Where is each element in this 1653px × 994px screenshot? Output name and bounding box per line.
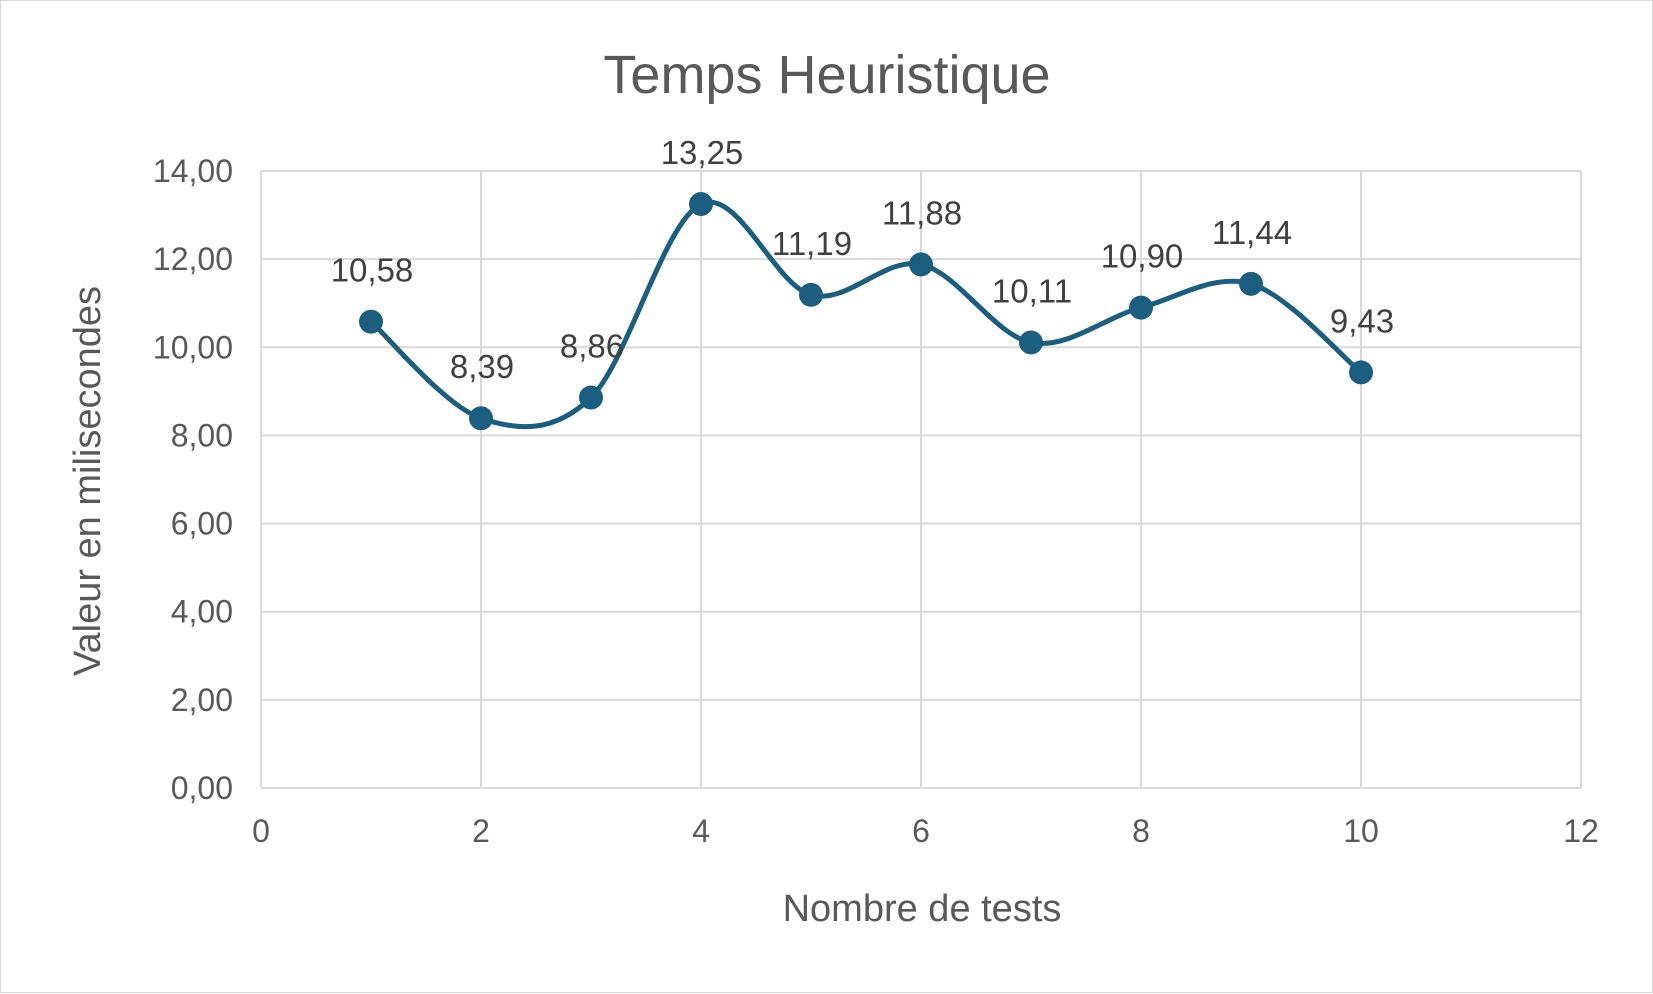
data-point <box>689 192 713 217</box>
y-tick-label: 4,00 <box>171 594 233 630</box>
data-point <box>1129 295 1153 320</box>
data-point <box>1239 271 1263 296</box>
data-label: 10,11 <box>992 272 1072 309</box>
y-tick-label: 2,00 <box>171 682 233 718</box>
x-tick-label: 4 <box>692 813 710 849</box>
series-line <box>368 199 1364 430</box>
x-tick-label: 2 <box>472 813 490 849</box>
y-tick-label: 14,00 <box>153 153 233 189</box>
data-points <box>359 192 1373 431</box>
data-point <box>579 385 603 410</box>
data-point <box>469 406 493 431</box>
x-tick-label: 6 <box>912 813 930 849</box>
data-point <box>1019 330 1043 355</box>
x-tick-label: 12 <box>1563 813 1599 849</box>
x-axis-title: Nombre de tests <box>783 888 1062 930</box>
data-label: 10,58 <box>331 252 414 289</box>
data-label: 9,43 <box>1330 302 1394 339</box>
data-labels: 10,58 8,39 8,86 13,25 11,19 11,88 10,11 10,90 11… <box>331 134 1394 385</box>
x-axis-tick-labels: 0 2 4 6 8 10 12 <box>252 813 1599 849</box>
y-tick-label: 8,00 <box>171 417 233 453</box>
y-tick-label: 6,00 <box>171 506 233 542</box>
data-label: 8,39 <box>450 348 514 385</box>
data-label: 11,44 <box>1212 214 1292 251</box>
y-tick-label: 0,00 <box>171 770 233 806</box>
y-tick-label: 10,00 <box>153 329 233 365</box>
y-axis-tick-labels: 0,00 2,00 4,00 6,00 8,00 10,00 12,00 14,00 <box>153 153 233 806</box>
x-tick-label: 0 <box>252 813 270 849</box>
y-axis-title: Valeur en milisecondes <box>67 286 109 676</box>
x-tick-label: 8 <box>1132 813 1150 849</box>
data-label: 8,86 <box>560 328 624 365</box>
data-label: 10,90 <box>1101 238 1184 275</box>
y-tick-label: 12,00 <box>153 241 233 277</box>
x-tick-label: 10 <box>1343 813 1379 849</box>
data-point <box>909 252 933 277</box>
data-point <box>1349 360 1373 385</box>
data-label: 13,25 <box>661 134 744 171</box>
chart-title: Temps Heuristique <box>603 45 1050 105</box>
data-label: 11,88 <box>882 194 962 231</box>
data-point <box>359 309 383 334</box>
data-label: 11,19 <box>772 225 852 262</box>
data-point <box>799 282 823 307</box>
